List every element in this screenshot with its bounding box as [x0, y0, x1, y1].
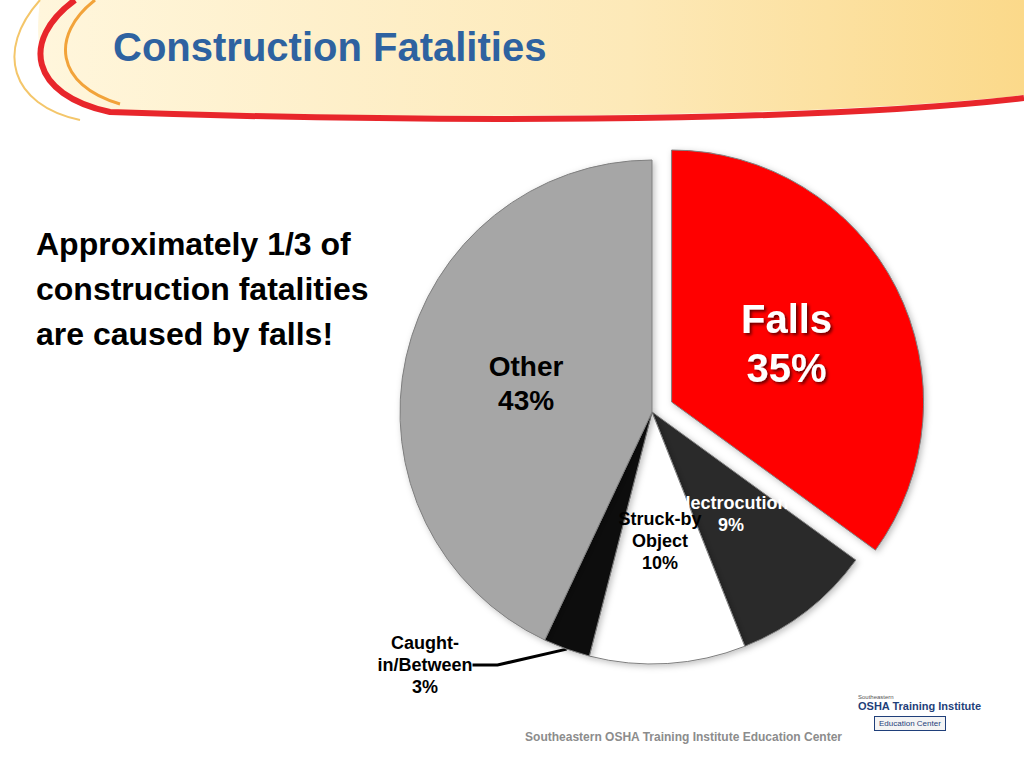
- svg-text:Falls: Falls: [741, 297, 832, 341]
- html-text:OSHA Training Institute: OSHA Training Institute: [858, 700, 981, 712]
- svg-text:Construction Fatalities: Construction Fatalities: [113, 25, 546, 69]
- svg-text:Other: Other: [489, 351, 564, 382]
- svg-text:Caught-: Caught-: [391, 633, 459, 653]
- html-text:Southeastern OSHA Training Ins: Southeastern OSHA Training Institute Edu…: [525, 730, 842, 744]
- svg-text:3%: 3%: [412, 677, 438, 697]
- svg-text:Struck-by: Struck-by: [619, 509, 702, 529]
- svg-text:Object: Object: [632, 531, 688, 551]
- html-text:Approximately 1/3 of construct: Approximately 1/3 of construction fatali…: [36, 226, 369, 352]
- svg-text:Electrocution: Electrocution: [673, 492, 789, 513]
- svg-text:35%: 35%: [747, 346, 827, 390]
- svg-text:10%: 10%: [642, 553, 678, 573]
- svg-text:in/Between: in/Between: [377, 655, 472, 675]
- html-text:Southeastern: Southeastern: [858, 694, 894, 700]
- html-text:Education Center: Education Center: [879, 719, 941, 728]
- svg-text:43%: 43%: [498, 385, 554, 416]
- svg-text:9%: 9%: [718, 515, 744, 535]
